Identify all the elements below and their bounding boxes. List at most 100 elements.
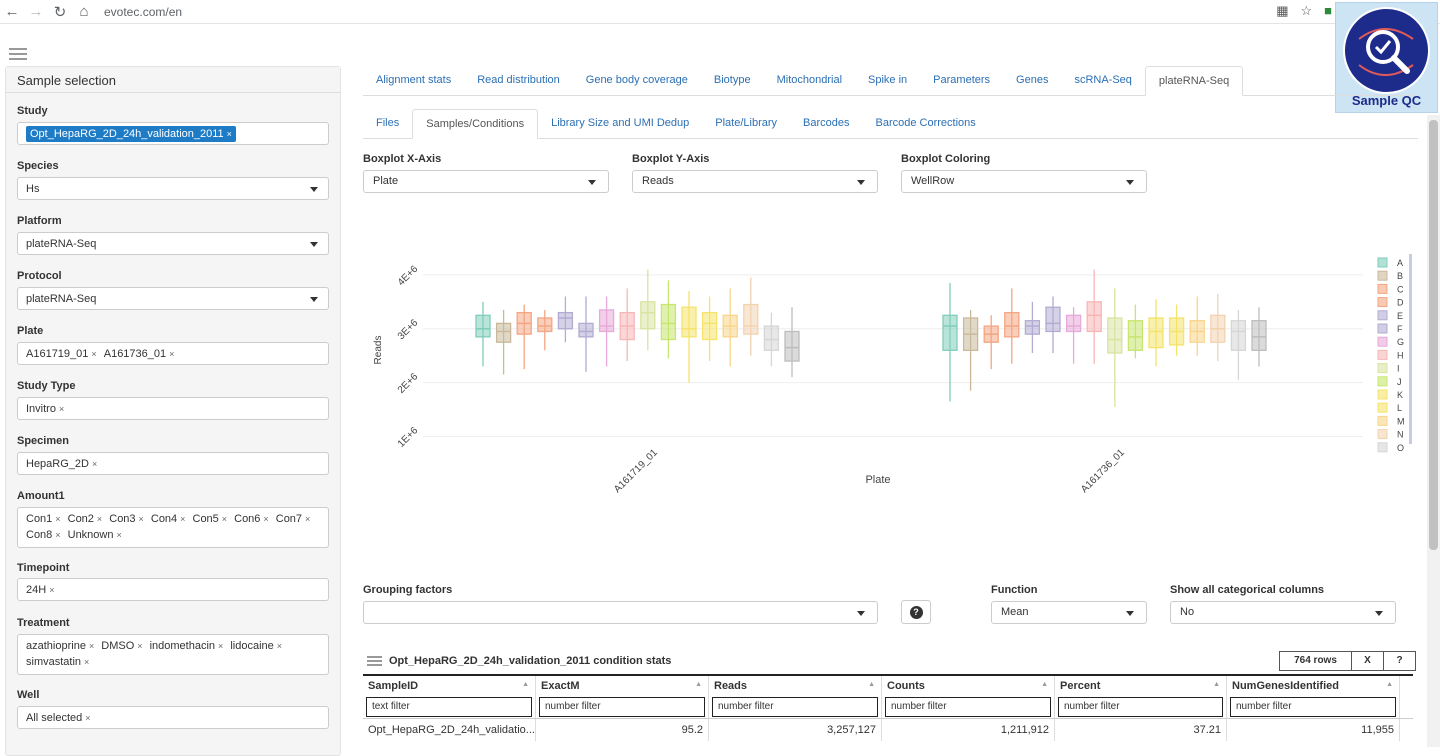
tab-samples-conditions[interactable]: Samples/Conditions (412, 109, 539, 139)
qr-icon[interactable]: ▦ (1276, 3, 1289, 18)
platform-select[interactable]: plateRNA-Seq (17, 232, 329, 255)
well-chip[interactable]: All selected × (26, 712, 91, 724)
col-numgenes[interactable]: NumGenesIdentified (1227, 676, 1400, 696)
table-menu-icon[interactable] (367, 656, 382, 668)
study-type-chip[interactable]: Invitro × (26, 403, 65, 415)
url-bar[interactable]: evotec.com/en (104, 4, 183, 19)
col-percent[interactable]: Percent (1055, 676, 1227, 696)
extension-icon[interactable]: ■ (1324, 3, 1332, 18)
percent-filter[interactable]: number filter (1058, 697, 1223, 717)
tab-spike-in[interactable]: Spike in (868, 74, 908, 86)
home-icon[interactable]: ⌂ (79, 3, 89, 20)
treatment-chip[interactable]: simvastatin × (26, 656, 90, 668)
specimen-chip[interactable]: HepaRG_2D × (26, 458, 98, 470)
coloring-select[interactable]: WellRow (901, 170, 1147, 193)
legend-label: M (1397, 416, 1405, 426)
tab-alignment-stats[interactable]: Alignment stats (376, 74, 452, 86)
star-icon[interactable]: ☆ (1300, 3, 1313, 18)
rows-count-button[interactable]: 764 rows (1279, 651, 1352, 671)
tab-genes[interactable]: Genes (1016, 74, 1049, 86)
amount-chip[interactable]: Con2 × (67, 513, 103, 525)
col-exactm[interactable]: ExactM (536, 676, 709, 696)
forward-icon[interactable]: → (28, 3, 44, 20)
legend-label: E (1397, 311, 1403, 321)
tab-barcodes[interactable]: Barcodes (803, 117, 850, 129)
tab-scrna-seq[interactable]: scRNA-Seq (1074, 74, 1132, 86)
grouping-input[interactable] (363, 601, 878, 624)
col-counts[interactable]: Counts (882, 676, 1055, 696)
close-button[interactable]: X (1351, 651, 1384, 671)
sampleid-filter[interactable]: text filter (366, 697, 532, 717)
amount1-input[interactable]: Con1 × Con2 × Con3 × Con4 × Con5 × Con6 × Con7… (17, 507, 329, 548)
study-chip[interactable]: Opt_HepaRG_2D_24h_validation_2011 × (26, 126, 236, 142)
well-input[interactable]: All selected × (17, 706, 329, 729)
species-select[interactable]: Hs (17, 177, 329, 200)
box-iqr (1024, 320, 1041, 335)
table-help-button[interactable]: ? (1383, 651, 1416, 671)
reads-filter[interactable]: number filter (712, 697, 878, 717)
tab-mitochondrial[interactable]: Mitochondrial (776, 74, 843, 86)
show-cat-select[interactable]: No (1170, 601, 1396, 624)
legend-swatch (1377, 257, 1388, 268)
tab-plate-library[interactable]: Plate/Library (715, 117, 778, 129)
amount-chip[interactable]: Con1 × (26, 513, 61, 525)
tab-platerna-seq[interactable]: plateRNA-Seq (1144, 66, 1244, 96)
tab-barcode-corrections[interactable]: Barcode Corrections (875, 117, 976, 129)
legend-label: F (1397, 324, 1403, 334)
tab-files[interactable]: Files (376, 117, 400, 129)
box-iqr (1148, 317, 1164, 349)
tab-gene-body-coverage[interactable]: Gene body coverage (585, 74, 688, 86)
specimen-input[interactable]: HepaRG_2D × (17, 452, 329, 475)
amount-chip[interactable]: Con6 × (234, 513, 269, 525)
amount-chip[interactable]: Unknown × (67, 529, 122, 541)
protocol-select[interactable]: plateRNA-Seq (17, 287, 329, 310)
legend-swatch (1377, 363, 1388, 374)
tab-library-size[interactable]: Library Size and UMI Dedup (551, 117, 690, 129)
treatment-chip[interactable]: lidocaine × (230, 640, 283, 652)
col-sampleid[interactable]: SampleID (363, 676, 536, 696)
tab-biotype[interactable]: Biotype (713, 74, 751, 86)
tab-parameters[interactable]: Parameters (933, 74, 991, 86)
timepoint-input[interactable]: 24H × (17, 578, 329, 601)
amount-chip[interactable]: Con7 × (275, 513, 311, 525)
study-input[interactable]: Opt_HepaRG_2D_24h_validation_2011 × (17, 122, 329, 145)
x-axis-select[interactable]: Plate (363, 170, 609, 193)
exactm-filter[interactable]: number filter (539, 697, 705, 717)
legend-label: O (1397, 443, 1404, 453)
numgenes-filter[interactable]: number filter (1230, 697, 1396, 717)
tab-read-distribution[interactable]: Read distribution (477, 74, 560, 86)
coloring-label: Boxplot Coloring (901, 153, 991, 165)
box-iqr (681, 306, 697, 338)
timepoint-chip[interactable]: 24H × (26, 584, 55, 596)
legend-label: G (1397, 337, 1404, 347)
y-axis-label: Boxplot Y-Axis (632, 153, 710, 165)
table-buttons: 764 rows X ? (1279, 651, 1416, 671)
treatment-chip[interactable]: azathioprine × (26, 640, 95, 652)
y-axis-select[interactable]: Reads (632, 170, 878, 193)
study-type-input[interactable]: Invitro × (17, 397, 329, 420)
sample-qc-logo: Sample QC (1335, 2, 1438, 113)
function-select[interactable]: Mean (991, 601, 1147, 624)
back-icon[interactable]: ← (4, 3, 20, 20)
table-title: Opt_HepaRG_2D_24h_validation_2011 condit… (389, 655, 672, 667)
reload-icon[interactable]: ↻ (53, 3, 67, 21)
plate-chip[interactable]: A161719_01 × (26, 348, 97, 360)
page-scrollbar[interactable] (1427, 115, 1440, 747)
legend-swatch (1377, 429, 1388, 440)
treatment-chip[interactable]: DMSO × (101, 640, 143, 652)
box-iqr (1065, 314, 1082, 333)
sidebar-toggle-icon[interactable] (9, 48, 27, 60)
plate-chip[interactable]: A161736_01 × (103, 348, 175, 360)
amount-chip[interactable]: Con8 × (26, 529, 61, 541)
table-row[interactable]: Opt_HepaRG_2D_24h_validatio... 95.2 3,25… (363, 719, 1413, 741)
col-reads[interactable]: Reads (709, 676, 882, 696)
amount-chip[interactable]: Con3 × (109, 513, 144, 525)
help-button[interactable]: ? (901, 600, 931, 624)
treatment-chip[interactable]: indomethacin × (149, 640, 224, 652)
counts-filter[interactable]: number filter (885, 697, 1051, 717)
amount-chip[interactable]: Con5 × (192, 513, 228, 525)
amount-chip[interactable]: Con4 × (150, 513, 186, 525)
box-iqr (475, 314, 491, 338)
treatment-input[interactable]: azathioprine × DMSO × indomethacin × lidoca… (17, 634, 329, 675)
plate-input[interactable]: A161719_01 × A161736_01 × (17, 342, 329, 365)
